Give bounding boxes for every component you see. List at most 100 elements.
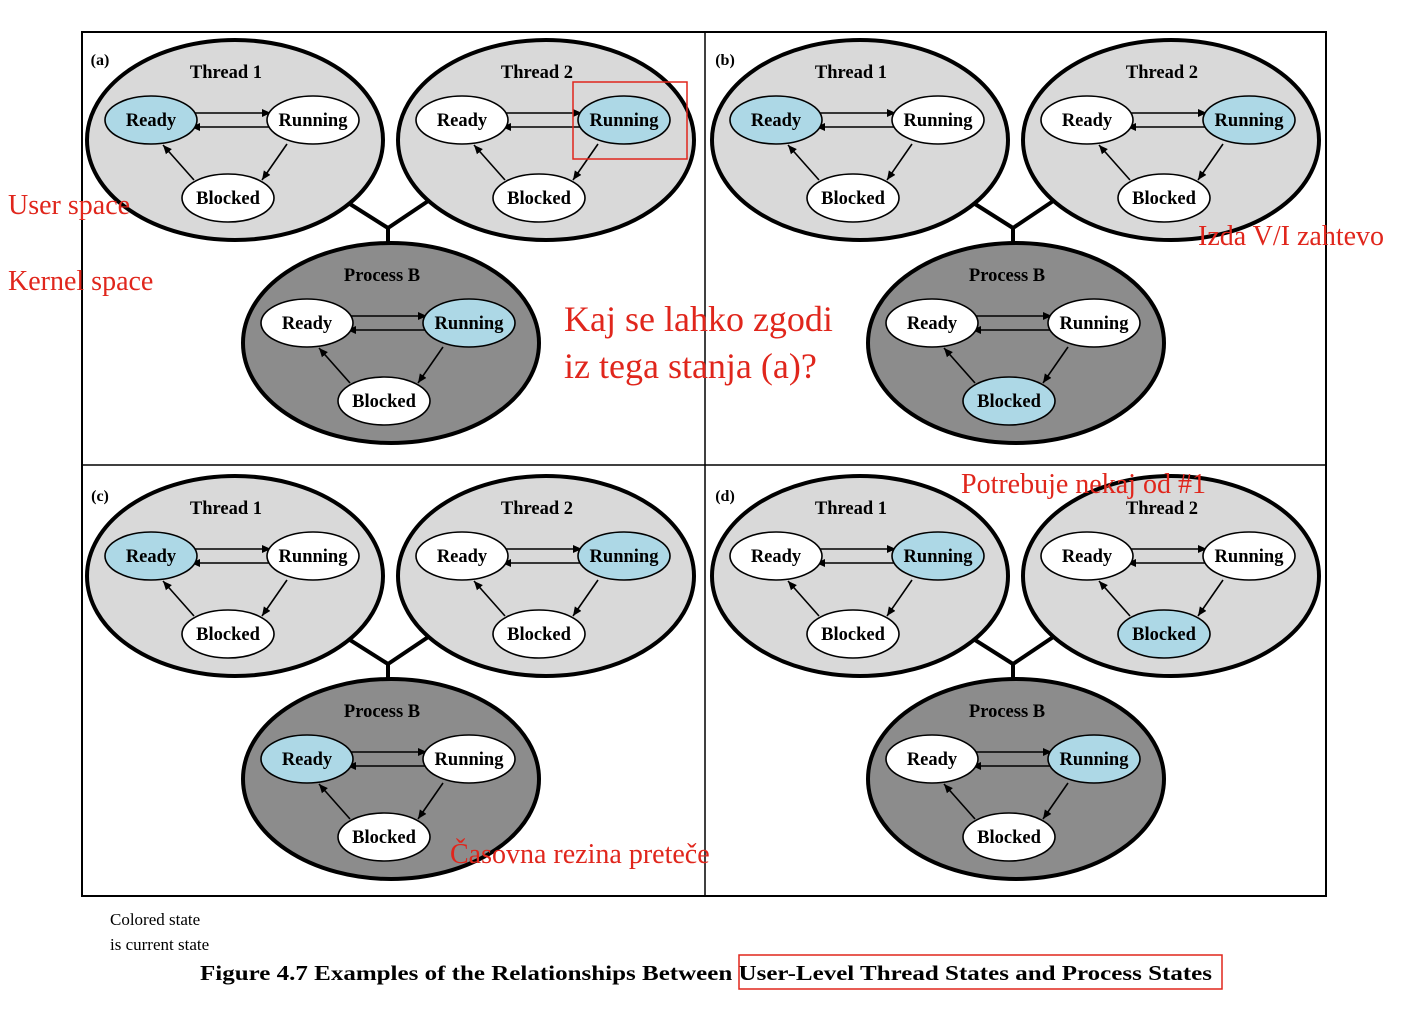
panel-a-process-b-arrow-block: [417, 346, 444, 384]
panel-a: (a) Thread 1 Ready Running Blocked Thread 2 Re…: [85, 38, 696, 445]
panel-a-thread-2-ready-state: [415, 95, 509, 145]
panel-b-thread-1-title: Thread 1: [815, 63, 887, 83]
panel-d-thread-2-arrow-wakeup: [1098, 580, 1131, 617]
panel-b-process-b-arrow-wakeup: [943, 347, 976, 384]
panel-c-label: (c): [91, 488, 109, 505]
panel-a-process-b-ready-label: Ready: [282, 314, 333, 334]
panel-c-thread-2-blocked-label: Blocked: [507, 625, 571, 645]
panel-b-thread-1-blocked-state: [806, 173, 900, 223]
panel-a-label: (a): [91, 52, 110, 69]
panel-a-thread-2-blocked-state: [492, 173, 586, 223]
panel-c-thread-1-blocked-label: Blocked: [196, 625, 260, 645]
panel-c-process-b-blocked-state: [337, 812, 431, 862]
panel-d-thread-1-blocked-state: [806, 609, 900, 659]
panel-b-thread-2-running-state: [1202, 95, 1296, 145]
panel-d-label: (d): [715, 488, 735, 505]
caption-highlight-box: [738, 954, 1223, 990]
panel-a-process-b-ready-state: [260, 298, 354, 348]
panel-d-process-b-outline: [866, 677, 1166, 881]
panel-d: (d) Thread 1 Ready Running Blocked Thread 2 Re…: [710, 474, 1321, 881]
annotation-question-line-1: Kaj se lahko zgodi: [564, 299, 833, 339]
panel-b-thread-2: Thread 2 Ready Running Blocked: [1021, 38, 1321, 242]
panel-b-thread-1-arrow-wakeup: [787, 144, 820, 181]
panel-a-process-b-running-state: [422, 298, 516, 348]
annotation-needs-from-1: Potrebuje nekaj od #1: [961, 469, 1206, 500]
annotation-kernel-space: Kernel space: [8, 266, 153, 297]
panel-c-thread-2-arrow-block: [572, 579, 599, 617]
panel-c-thread-1-arrow-block: [261, 579, 288, 617]
panel-d-process-b: Process B Ready Running Blocked: [866, 677, 1166, 881]
panel-d-process-b-title: Process B: [969, 702, 1045, 722]
panel-d-thread-2-ready-state: [1040, 531, 1134, 581]
panel-a-thread-1-running-label: Running: [279, 111, 349, 131]
panel-a-process-b-blocked-state: [337, 376, 431, 426]
panel-a-thread-2-arrow-wakeup: [473, 144, 506, 181]
panel-c-process-b-ready-label: Ready: [282, 750, 333, 770]
running-highlight-box: [572, 81, 688, 160]
annotation-question-line-2: iz tega stanja (a)?: [564, 346, 817, 386]
panel-d-thread-1-running-state: [891, 531, 985, 581]
panel-c-process-b-running-label: Running: [435, 750, 505, 770]
panel-d-process-b-arrow-block: [1042, 782, 1069, 820]
panel-b-thread-2-blocked-label: Blocked: [1132, 189, 1196, 209]
panel-d-thread-1-running-label: Running: [904, 547, 974, 567]
panel-b-process-b-blocked-label: Blocked: [977, 392, 1041, 412]
panel-b-thread-1-ready-label: Ready: [751, 111, 802, 131]
panel-c-process-b-outline: [241, 677, 541, 881]
panel-b-label: (b): [715, 52, 735, 69]
panel-a-thread-2-running-state: [577, 95, 671, 145]
panel-b-process-b-title: Process B: [969, 266, 1045, 286]
panel-b-process-b: Process B Ready Running Blocked: [866, 241, 1166, 445]
panel-d-thread-1-title: Thread 1: [815, 499, 887, 519]
panel-b-thread-1-running-state: [891, 95, 985, 145]
panel-a-process-b-running-label: Running: [435, 314, 505, 334]
panel-a-thread-1-blocked-label: Blocked: [196, 189, 260, 209]
panel-a-thread-1-title: Thread 1: [190, 63, 262, 83]
panel-d-thread-2-running-state: [1202, 531, 1296, 581]
panel-b-thread-1-running-label: Running: [904, 111, 974, 131]
panel-b-thread-2-outline: [1021, 38, 1321, 242]
panel-b-thread-1-blocked-label: Blocked: [821, 189, 885, 209]
panel-d-thread-1-ready-state: [729, 531, 823, 581]
panel-d-process-b-ready-state: [885, 734, 979, 784]
panel-c-thread-2-ready-label: Ready: [437, 547, 488, 567]
caption-highlight: User-Level Thread States and Process Sta…: [739, 961, 1212, 985]
panel-c-process-b-blocked-label: Blocked: [352, 828, 416, 848]
figure-caption: Figure 4.7 Examples of the Relationships…: [200, 961, 1212, 985]
panel-c-process-b-arrow-wakeup: [318, 783, 351, 820]
panel-d-process-b-arrow-wakeup: [943, 783, 976, 820]
panel-b-thread-2-ready-state: [1040, 95, 1134, 145]
panel-b-process-b-ready-label: Ready: [907, 314, 958, 334]
panel-b-thread-1-arrow-block: [886, 143, 913, 181]
panel-a-process-b-title: Process B: [344, 266, 420, 286]
panel-b-process-b-arrow-block: [1042, 346, 1069, 384]
panel-a-thread-1-arrow-wakeup: [162, 144, 195, 181]
panel-d-process-b-running-state: [1047, 734, 1141, 784]
panel-c-thread-2-running-label: Running: [590, 547, 660, 567]
panel-d-thread-2-running-label: Running: [1215, 547, 1285, 567]
panel-c-thread-2-running-state: [577, 531, 671, 581]
panel-d-thread-1-blocked-label: Blocked: [821, 625, 885, 645]
panel-b-process-b-blocked-state: [962, 376, 1056, 426]
panel-d-process-b-running-label: Running: [1060, 750, 1130, 770]
panel-c-thread-1-ready-label: Ready: [126, 547, 177, 567]
panel-c-thread-1-running-label: Running: [279, 547, 349, 567]
panel-c-thread-1-blocked-state: [181, 609, 275, 659]
caption-prefix: Figure 4.7 Examples of the Relationships…: [200, 961, 739, 985]
annotation-timeslice: Časovna rezina preteče: [450, 839, 710, 870]
panel-d-thread-2-ready-label: Ready: [1062, 547, 1113, 567]
panel-a-process-b: Process B Ready Running Blocked: [241, 241, 541, 445]
panel-a-thread-2-arrow-block: [572, 143, 599, 181]
panel-b-process-b-running-state: [1047, 298, 1141, 348]
panel-c-thread-1-running-state: [266, 531, 360, 581]
panel-b-thread-1-ready-state: [729, 95, 823, 145]
panel-b-thread-2-ready-label: Ready: [1062, 111, 1113, 131]
panel-b-thread-1: Thread 1 Ready Running Blocked: [710, 38, 1010, 242]
panel-a-thread-2-running-label: Running: [590, 111, 660, 131]
panel-a-thread-1-running-state: [266, 95, 360, 145]
panel-a-process-b-arrow-wakeup: [318, 347, 351, 384]
panel-d-thread-1-arrow-wakeup: [787, 580, 820, 617]
panel-d-thread-1: Thread 1 Ready Running Blocked: [710, 474, 1010, 678]
panel-a-thread-2-outline: [396, 38, 696, 242]
